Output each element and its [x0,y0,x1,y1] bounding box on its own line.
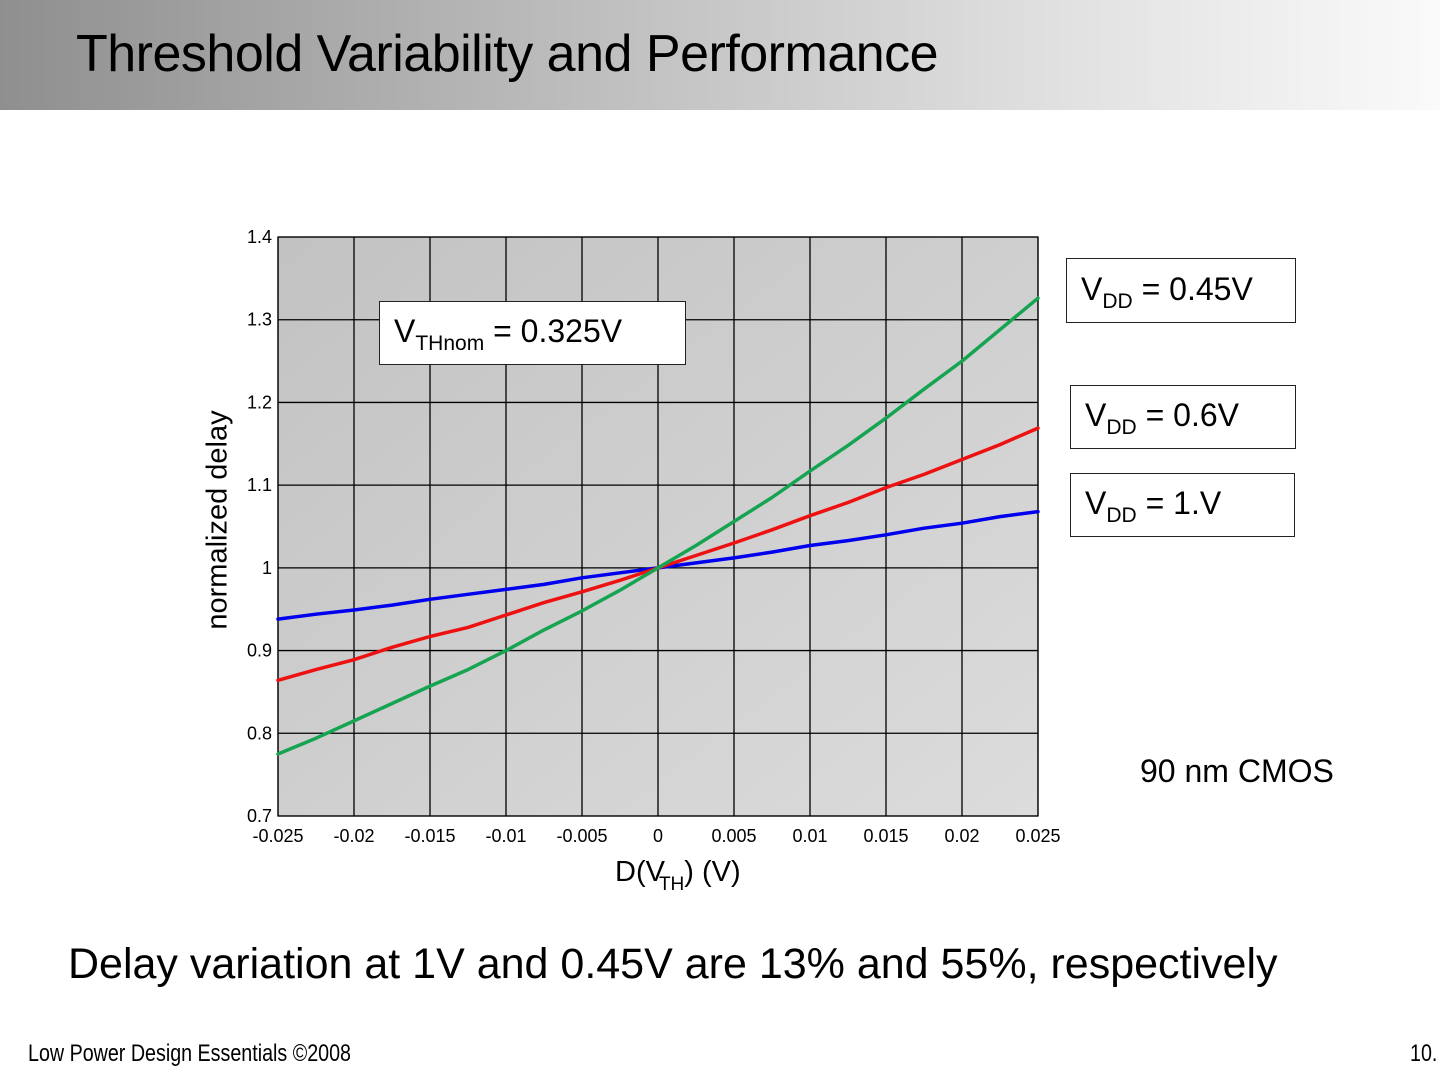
x-tick-label: 0 [653,826,663,846]
x-tick-label: 0.01 [792,826,827,846]
series-lines [276,296,1040,756]
vth-nominal-label: VTHnom = 0.325V [379,301,686,365]
legend-value: = 0.6V [1136,397,1239,433]
x-axis-label-suffix: ) (V) [684,856,741,888]
legend-symbol: V [1081,271,1103,307]
legend-symbol: V [1085,397,1107,433]
x-tick-label: -0.02 [333,826,374,846]
slide-title: Threshold Variability and Performance [76,25,939,83]
vth-symbol: V [394,313,416,349]
y-tick-label: 1.3 [247,310,272,330]
legend-subscript: DD [1106,504,1137,527]
legend-subscript: DD [1106,416,1137,439]
legend-subscript: DD [1102,290,1133,313]
x-tick-label: 0.02 [944,826,979,846]
x-axis-label: D(VTH) (V) [615,856,741,896]
x-tick-label: 0.015 [863,826,908,846]
y-tick-label: 1.2 [247,392,272,412]
legend-vdd-06: VDD = 0.6V [1070,385,1296,449]
summary-text: Delay variation at 1V and 0.45V are 13% … [68,940,1278,988]
legend-value: = 1.V [1136,485,1222,521]
page-number: 10. [1410,1040,1438,1067]
x-tick-label: -0.015 [404,826,455,846]
process-note: 90 nm CMOS [1140,753,1334,789]
y-tick-label: 1.4 [247,227,272,247]
x-axis-label-prefix: D(V [615,856,665,888]
y-tick-labels: 0.7 0.8 0.9 1 1.1 1.2 1.3 1.4 [247,227,272,826]
legend-vdd-1: VDD = 1.V [1070,473,1295,537]
x-tick-labels: -0.025 -0.02 -0.015 -0.01 -0.005 0 0.005 0.01 0.… [252,826,1060,846]
y-tick-label: 1 [262,558,272,578]
y-tick-label: 0.8 [247,723,272,743]
x-tick-label: -0.025 [252,826,303,846]
x-tick-label: -0.01 [485,826,526,846]
vth-subscript: THnom [415,332,485,355]
y-tick-label: 1.1 [247,475,272,495]
series-line-2 [276,296,1040,756]
x-axis-label-subscript: TH [658,874,685,895]
x-tick-label: -0.005 [556,826,607,846]
x-tick-label: 0.025 [1015,826,1060,846]
x-tick-label: 0.005 [711,826,756,846]
vth-value: = 0.325V [484,313,623,349]
title-bar: Threshold Variability and Performance [0,0,1440,110]
y-axis-label: normalized delay [201,410,234,630]
y-tick-label: 0.9 [247,641,272,661]
legend-vdd-045: VDD = 0.45V [1066,258,1296,323]
y-tick-label: 0.7 [247,806,272,826]
legend-symbol: V [1085,485,1107,521]
footer-copyright: Low Power Design Essentials ©2008 [28,1040,351,1067]
legend-value: = 0.45V [1132,271,1253,307]
